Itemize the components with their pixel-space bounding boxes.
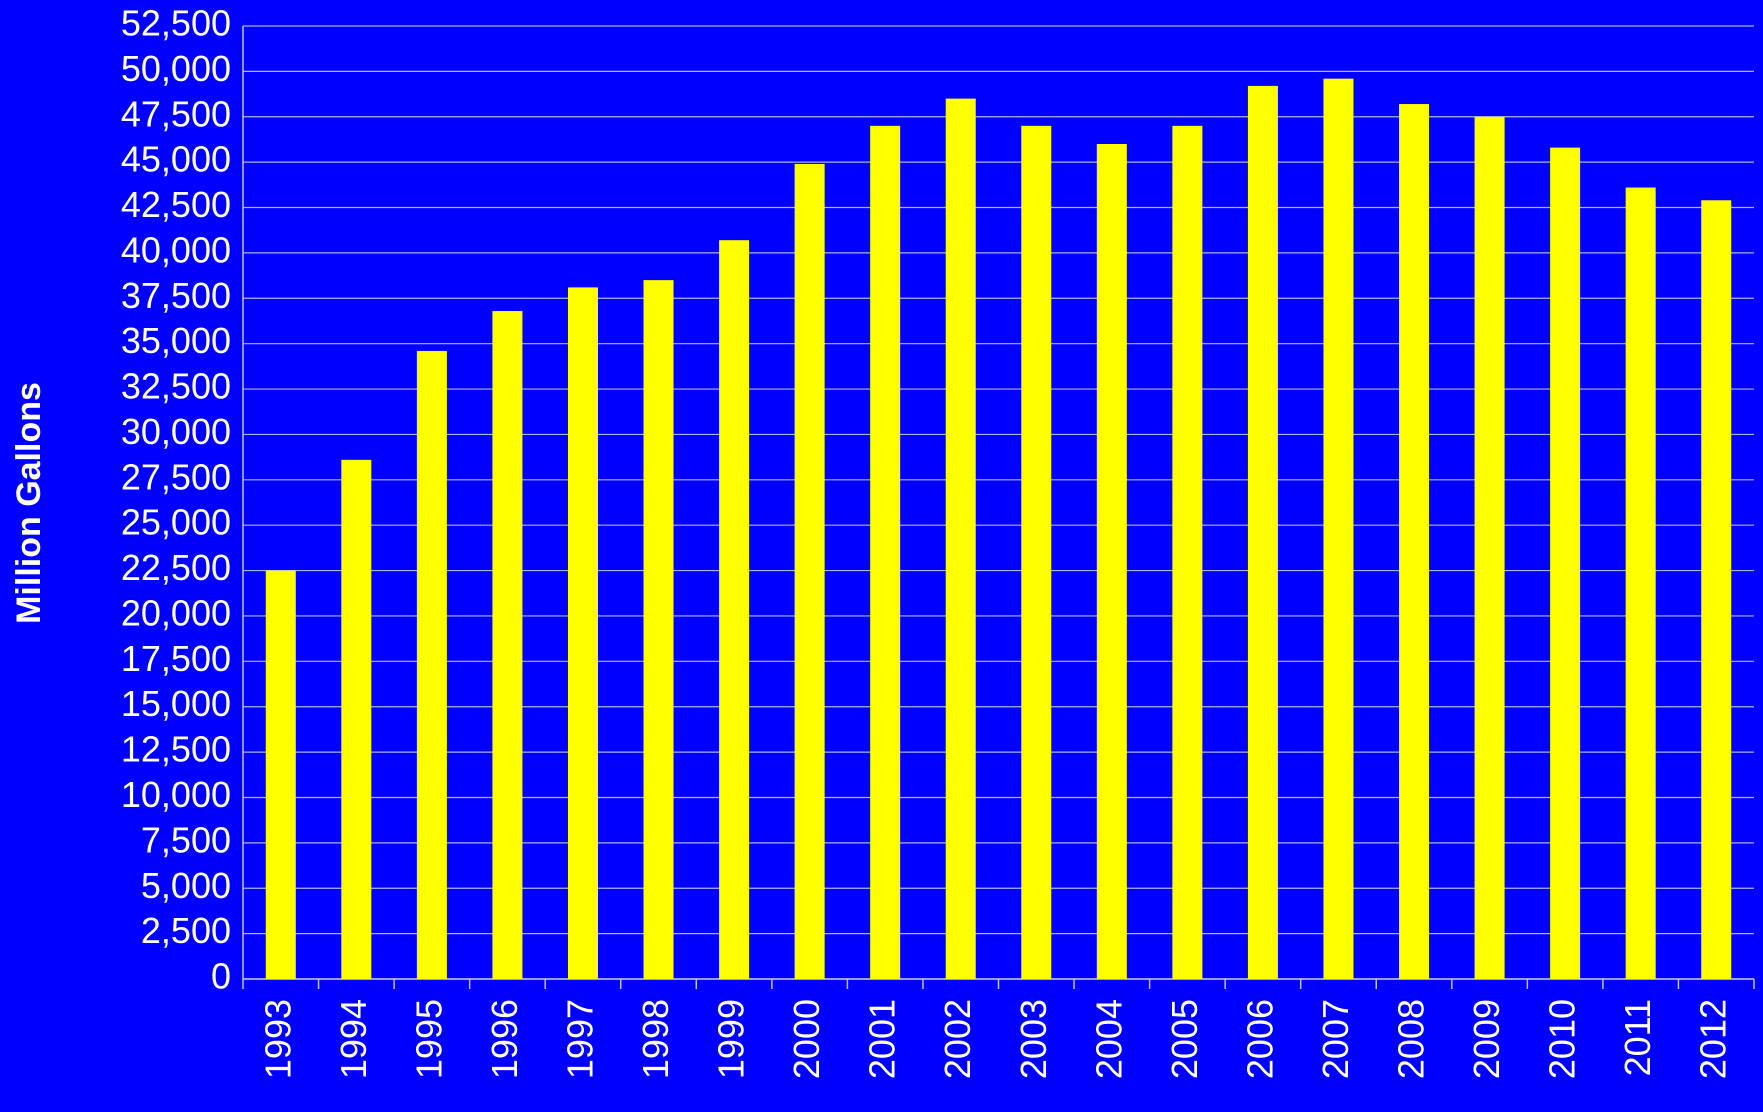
x-tick-label: 2003 xyxy=(1013,999,1054,1079)
y-tick-label: 40,000 xyxy=(121,229,231,270)
bar xyxy=(1021,125,1052,980)
x-tick-label: 2010 xyxy=(1542,999,1583,1079)
x-tick-label: 1998 xyxy=(635,999,676,1079)
x-tick-label: 2004 xyxy=(1088,999,1129,1079)
x-tick-label: 1993 xyxy=(257,999,298,1079)
y-tick-label: 25,000 xyxy=(121,502,231,543)
y-tick-label: 27,500 xyxy=(121,456,231,497)
x-tick-label: 2012 xyxy=(1693,999,1734,1079)
x-tick-label: 2006 xyxy=(1239,999,1280,1079)
bar xyxy=(492,310,523,979)
y-tick-label: 22,500 xyxy=(121,547,231,588)
x-tick-label: 2000 xyxy=(786,999,827,1079)
x-tick-label: 1999 xyxy=(711,999,752,1079)
y-tick-label: 17,500 xyxy=(121,638,231,679)
x-tick-label: 1996 xyxy=(484,999,525,1079)
bar xyxy=(643,280,674,980)
bar xyxy=(1096,143,1127,979)
bar xyxy=(1474,116,1505,979)
y-tick-label: 0 xyxy=(211,956,231,997)
bar xyxy=(1172,125,1203,980)
y-tick-label: 30,000 xyxy=(121,411,231,452)
x-tick-label: 2008 xyxy=(1391,999,1432,1079)
bar xyxy=(1701,200,1732,979)
y-tick-label: 7,500 xyxy=(141,819,231,860)
y-tick-label: 2,500 xyxy=(141,910,231,951)
x-tick-label: 2009 xyxy=(1466,999,1507,1079)
bar xyxy=(265,570,296,979)
y-tick-label: 47,500 xyxy=(121,93,231,134)
bar xyxy=(567,287,598,979)
x-tick-label: 1994 xyxy=(333,999,374,1079)
y-tick-label: 32,500 xyxy=(121,366,231,407)
bar xyxy=(794,163,825,979)
y-tick-label: 42,500 xyxy=(121,184,231,225)
y-tick-label: 52,500 xyxy=(121,3,231,44)
x-tick-label: 1995 xyxy=(408,999,449,1079)
bar xyxy=(1550,147,1581,979)
y-tick-label: 12,500 xyxy=(121,729,231,770)
x-tick-label: 2011 xyxy=(1617,999,1658,1076)
y-tick-label: 20,000 xyxy=(121,592,231,633)
y-tick-label: 10,000 xyxy=(121,774,231,815)
y-tick-label: 37,500 xyxy=(121,275,231,316)
bar xyxy=(870,125,901,980)
bar xyxy=(945,98,976,980)
y-axis-title: Million Gallons xyxy=(10,382,48,624)
x-tick-label: 2001 xyxy=(862,999,903,1079)
y-tick-label: 50,000 xyxy=(121,48,231,89)
bar xyxy=(1247,85,1278,980)
bar xyxy=(1625,187,1656,980)
bar xyxy=(719,240,750,979)
y-tick-label: 35,000 xyxy=(121,320,231,361)
y-tick-label: 5,000 xyxy=(141,865,231,906)
bar xyxy=(1323,78,1354,979)
bar xyxy=(341,459,372,979)
bar xyxy=(1399,104,1430,979)
x-tick-label: 1997 xyxy=(559,999,600,1079)
x-tick-label: 2007 xyxy=(1315,999,1356,1079)
x-tick-label: 2002 xyxy=(937,999,978,1079)
bar xyxy=(416,350,447,979)
x-tick-label: 2005 xyxy=(1164,999,1205,1079)
y-tick-label: 15,000 xyxy=(121,683,231,724)
y-tick-label: 45,000 xyxy=(121,139,231,180)
